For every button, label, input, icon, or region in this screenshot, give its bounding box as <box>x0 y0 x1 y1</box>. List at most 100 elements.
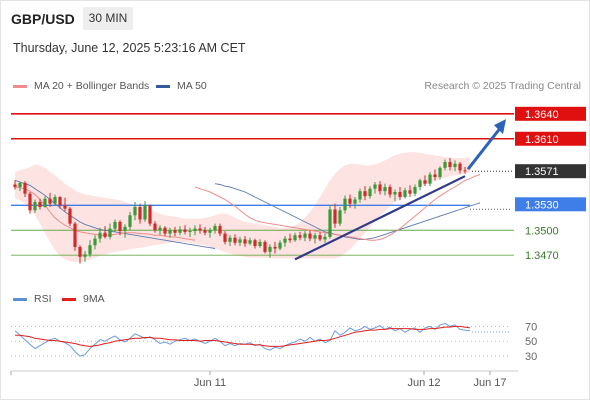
candle-body <box>443 162 447 168</box>
candle-body <box>58 196 62 206</box>
candle-body <box>173 230 177 233</box>
candle-body <box>248 240 252 244</box>
rsi-swatch <box>13 297 27 301</box>
candle-body <box>313 235 317 239</box>
candle-body <box>238 239 242 243</box>
candle-body <box>118 221 122 232</box>
candle-body <box>308 233 312 239</box>
candle-body <box>298 235 302 238</box>
candle-body <box>78 246 82 257</box>
candle-body <box>413 186 417 194</box>
candle-body <box>353 199 357 204</box>
candle-body <box>28 193 32 211</box>
legend-rsi-label: RSI <box>34 293 52 305</box>
ma9-swatch <box>62 297 76 301</box>
ma20-line <box>194 174 481 241</box>
price-label-1-3470: 1.3470 <box>525 250 559 262</box>
candle-body <box>33 201 37 211</box>
rsi-tick-30: 30 <box>525 351 537 363</box>
candle-body <box>288 238 292 241</box>
rsi-ma9-line <box>15 325 471 347</box>
ma50-swatch <box>156 84 170 88</box>
candle-body <box>83 254 87 257</box>
price-label-1-3571-bg <box>515 164 586 179</box>
ma-bollinger-swatch <box>13 84 27 88</box>
candle-body <box>398 191 402 197</box>
candle-body <box>138 206 142 220</box>
candle-body <box>203 230 207 233</box>
candle-body <box>463 170 467 172</box>
candle-body <box>123 226 127 232</box>
candle-body <box>208 230 212 233</box>
candle-body <box>403 190 407 197</box>
candle-body <box>98 232 102 239</box>
legend-ma50-label: MA 50 <box>177 80 207 92</box>
candle-body <box>233 237 237 243</box>
candle-body <box>373 184 377 189</box>
candle-body <box>218 226 222 234</box>
candle-body <box>143 205 147 220</box>
candle-body <box>18 182 22 187</box>
candle-body <box>278 242 282 249</box>
price-label-1-3571: 1.3571 <box>525 166 559 178</box>
candle-body <box>243 239 247 244</box>
candle-body <box>418 180 422 187</box>
candle-body <box>268 246 272 252</box>
candle-body <box>63 205 67 209</box>
candle-body <box>198 228 202 231</box>
candle-body <box>38 201 42 207</box>
projection-arrow-line <box>466 126 503 171</box>
trend-line <box>294 175 466 261</box>
x-tick-label: Jun 11 <box>194 377 226 389</box>
symbol-title: GBP/USD <box>11 11 75 27</box>
candle-body <box>303 233 307 238</box>
projection-arrow-head <box>494 119 506 135</box>
candle-body <box>148 205 152 224</box>
candle-body <box>293 235 297 241</box>
candle-body <box>358 191 362 200</box>
price-label-1-3640: 1.3640 <box>525 109 559 121</box>
legend-ma-bollinger-label: MA 20 + Bollinger Bands <box>34 80 150 92</box>
legend-ma50: MA 50 <box>156 80 207 92</box>
candle-body <box>13 184 17 187</box>
candle-body <box>408 190 412 194</box>
candle-body <box>458 163 462 171</box>
candle-body <box>363 191 367 197</box>
candle-body <box>228 237 232 242</box>
candle-body <box>73 223 77 247</box>
candle-body <box>433 174 437 178</box>
candle-body <box>153 223 157 231</box>
candle-body <box>108 228 112 237</box>
candle-body <box>323 236 327 240</box>
candle-body <box>178 229 182 233</box>
candle-body <box>193 228 197 232</box>
price-label-1-3500: 1.3500 <box>525 225 559 237</box>
ma50-line <box>214 183 481 240</box>
candle-body <box>88 245 92 255</box>
candles-group <box>13 157 467 264</box>
candle-body <box>283 238 287 243</box>
candle-body <box>383 186 387 192</box>
candle-body <box>348 198 352 204</box>
price-label-1-3530-bg <box>515 197 586 212</box>
candle-body <box>183 229 187 232</box>
candle-body <box>213 226 217 231</box>
candle-body <box>338 210 342 224</box>
candle-body <box>43 198 47 207</box>
candle-body <box>158 227 162 231</box>
candle-body <box>68 208 72 224</box>
timeframe-button[interactable]: 30 MIN <box>83 7 133 30</box>
candle-body <box>428 174 432 184</box>
price-label-1-3640-bg <box>515 106 586 121</box>
candle-body <box>378 184 382 192</box>
legend-9ma: 9MA <box>62 293 105 305</box>
candle-body <box>133 206 137 216</box>
candle-body <box>223 233 227 242</box>
price-label-1-3610-bg <box>515 131 586 146</box>
price-label-1-3530: 1.3530 <box>525 199 559 211</box>
candle-body <box>48 198 52 204</box>
candle-body <box>448 162 452 168</box>
candle-body <box>453 163 457 168</box>
candle-body <box>343 198 347 211</box>
